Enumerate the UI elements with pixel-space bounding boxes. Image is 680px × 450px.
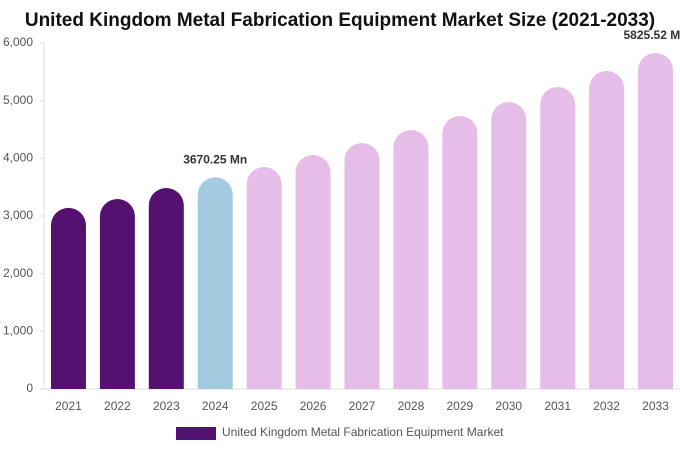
bar [148,188,184,389]
legend-label: United Kingdom Metal Fabrication Equipme… [222,425,504,439]
bar [344,142,380,389]
value-label: 5825.52 Mn [624,28,680,42]
bar [197,177,233,389]
y-tick-label: 1,000 [3,324,33,338]
bar [442,116,478,389]
bar [638,53,674,390]
y-tick-label: 3,000 [3,208,33,222]
x-tick-label: 2030 [495,399,522,413]
x-tick-label: 2023 [153,399,180,413]
value-label: 3670.25 Mn [183,153,247,167]
x-tick-label: 2026 [300,399,327,413]
bar [491,101,527,390]
x-tick-label: 2028 [398,399,425,413]
bar [246,166,282,389]
y-tick-label: 4,000 [3,151,33,165]
x-tick-label: 2029 [446,399,473,413]
bar [50,207,86,389]
x-tick-label: 2033 [642,399,669,413]
y-tick-label: 5,000 [3,93,33,107]
bar [393,130,429,390]
y-tick-label: 2,000 [3,266,33,280]
x-tick-label: 2021 [55,399,82,413]
x-tick-label: 2027 [349,399,376,413]
x-tick-label: 2024 [202,399,229,413]
bar [99,198,135,389]
y-tick-label: 0 [26,381,33,395]
bar [295,154,331,389]
x-tick-label: 2031 [544,399,571,413]
bar [589,71,625,389]
legend-swatch [176,427,216,440]
bar [540,86,576,389]
x-tick-label: 2022 [104,399,131,413]
x-tick-label: 2032 [593,399,620,413]
y-tick-label: 6,000 [3,35,33,49]
chart-title: United Kingdom Metal Fabrication Equipme… [25,10,655,31]
x-tick-label: 2025 [251,399,278,413]
